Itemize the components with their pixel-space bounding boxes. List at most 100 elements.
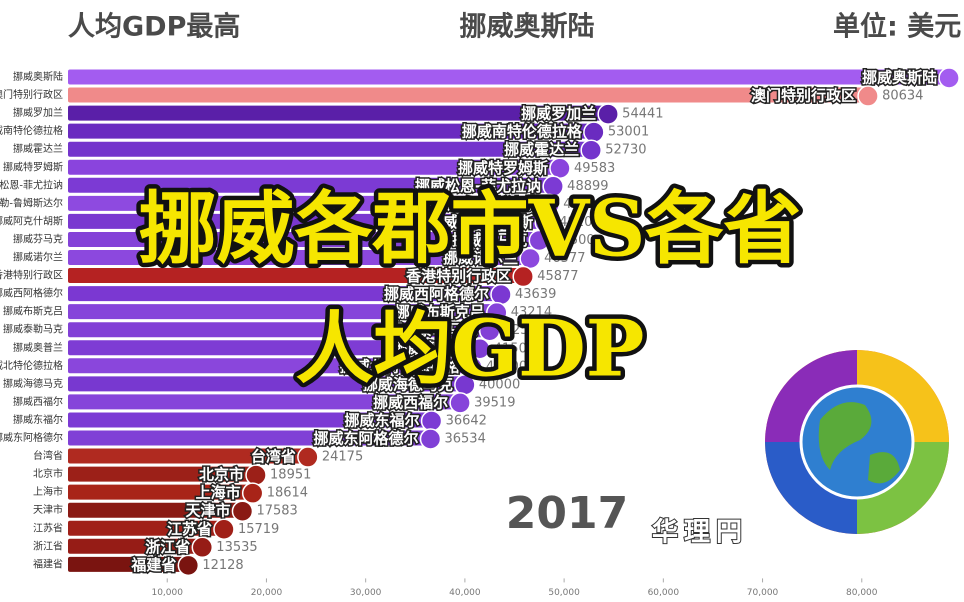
flag-icon — [580, 139, 602, 161]
bar — [68, 105, 609, 121]
flag-icon — [549, 157, 571, 179]
value-label: 52730 — [605, 143, 646, 158]
value-label: 13535 — [216, 540, 257, 555]
overlay-subtitle: 人均GDP — [296, 304, 645, 395]
flag-icon — [241, 482, 264, 504]
flag-icon — [213, 518, 235, 540]
value-label: 43214 — [511, 305, 552, 320]
category-label: 挪威布斯克吕 — [3, 305, 63, 318]
category-label: 挪威海德马克 — [3, 377, 63, 390]
category-label: 挪威特罗姆斯 — [3, 160, 63, 173]
bar-name: 台湾省 — [251, 448, 296, 466]
bar-name: 挪威泰勒马克 — [388, 321, 478, 339]
bar-name: 澳门特别行政区 — [751, 87, 856, 105]
bar-name: 挪威北特伦德拉格 — [340, 357, 461, 375]
bar — [68, 268, 524, 284]
value-label: 17583 — [256, 504, 297, 519]
value-label: 24175 — [322, 450, 363, 465]
category-label: 挪威诺尔兰 — [13, 251, 63, 264]
x-tick-label: 10,000 — [151, 588, 183, 598]
value-label: 41500 — [494, 341, 535, 356]
flag-icon — [583, 121, 605, 143]
category-label: 挪威南特伦德拉格 — [0, 124, 63, 137]
category-label: 江苏省 — [33, 521, 63, 534]
x-tick-label: 80,000 — [846, 588, 878, 598]
category-label: 挪威霍达兰 — [13, 142, 63, 155]
flag-icon — [597, 103, 619, 125]
bar — [68, 538, 203, 554]
bar — [68, 466, 257, 482]
bar-name: 挪威特罗姆斯 — [458, 159, 548, 177]
bar — [68, 322, 490, 338]
bar — [68, 520, 224, 536]
flag-icon — [528, 229, 551, 252]
overlay-title: 挪威各郡市VS各省 — [139, 184, 802, 275]
value-label: 18614 — [267, 486, 308, 501]
value-label: 48500 — [563, 197, 604, 212]
bar-name: 挪威诺尔兰 — [443, 249, 518, 267]
category-label: 挪威松恩-菲尤拉讷 — [0, 178, 63, 191]
category-label: 北京市 — [33, 467, 63, 480]
bar-name: 挪威西福尔 — [373, 393, 448, 411]
flag-icon — [231, 500, 254, 522]
x-tick-label: 40,000 — [449, 588, 481, 598]
value-label: 46577 — [544, 251, 585, 266]
category-label: 香港特别行政区 — [0, 269, 63, 282]
category-label: 挪威阿克什胡斯 — [0, 214, 63, 227]
globe-land — [818, 402, 900, 484]
flag-icon — [419, 428, 442, 450]
category-label: 挪威西福尔 — [13, 395, 63, 408]
bar-name: 挪威罗加兰 — [521, 105, 596, 123]
x-tick-label: 30,000 — [350, 588, 382, 598]
category-label: 浙江省 — [33, 539, 63, 552]
bar — [68, 394, 461, 410]
flag-icon — [420, 410, 443, 432]
bar-name: 挪威南特伦德拉格 — [462, 123, 583, 141]
flag-icon — [857, 85, 879, 107]
category-label: 挪威奥普兰 — [13, 341, 63, 354]
flag-icon — [297, 446, 319, 468]
flag-icon — [449, 392, 471, 414]
unit-label: 单位: 美元 — [833, 11, 961, 43]
bar — [68, 412, 432, 428]
globe-icon — [765, 350, 949, 534]
category-label: 澳门特别行政区 — [0, 88, 63, 101]
bar — [68, 340, 480, 356]
value-label: 40700 — [486, 359, 527, 374]
bar — [68, 556, 189, 572]
value-label: 48100 — [559, 215, 600, 230]
value-label: 42500 — [504, 323, 545, 338]
bar — [68, 304, 497, 320]
category-label: 挪威奥斯陆 — [13, 70, 63, 83]
bar — [68, 502, 243, 518]
x-tick-label: 50,000 — [548, 588, 580, 598]
value-label: 36534 — [444, 432, 485, 447]
bar-name: 上海市 — [196, 484, 241, 502]
bar — [68, 430, 431, 446]
chart-title: 人均GDP最高 — [68, 11, 240, 43]
value-label: 53001 — [608, 125, 649, 140]
bar — [68, 358, 472, 374]
bar-name: 江苏省 — [167, 520, 212, 538]
value-label: 48899 — [567, 179, 608, 194]
value-label: 39519 — [474, 395, 515, 410]
category-label: 天津市 — [33, 503, 63, 516]
bar-name: 香港特别行政区 — [406, 267, 511, 285]
value-label: 45877 — [537, 269, 578, 284]
flag-icon — [478, 319, 501, 342]
bar — [68, 213, 546, 229]
x-tick-label: 20,000 — [251, 588, 283, 598]
value-label: 18951 — [270, 468, 311, 483]
category-label: 福建省 — [33, 557, 63, 570]
flag-icon — [490, 283, 512, 306]
bar-name: 挪威海德马克 — [363, 375, 453, 393]
bar — [68, 484, 253, 500]
bar-name: 挪威默勒-鲁姆斯达尔 — [396, 195, 537, 213]
bar-name: 福建省 — [130, 556, 176, 574]
flag-icon — [469, 338, 491, 360]
bar — [68, 69, 950, 85]
watermark: 华理円 — [652, 517, 748, 548]
year-label: 2017 — [506, 488, 628, 539]
bar-name: 北京市 — [199, 466, 244, 484]
